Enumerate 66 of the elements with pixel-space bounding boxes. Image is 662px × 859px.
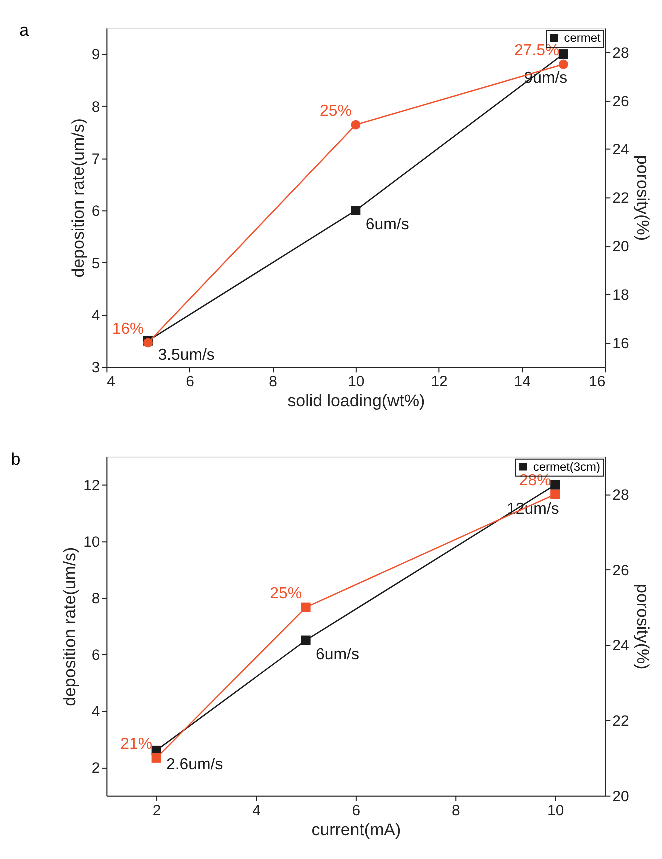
data-label: 27.5% xyxy=(514,42,560,60)
x-tick-label: 8 xyxy=(452,802,460,820)
x-axis-title: solid loading(wt%) xyxy=(288,392,426,411)
y2-tick-label: 20 xyxy=(612,788,630,806)
point xyxy=(550,480,560,490)
point xyxy=(558,50,568,59)
y-tick-label: 7 xyxy=(92,151,100,168)
y2-tick-label: 24 xyxy=(612,142,630,159)
y-tick-label: 8 xyxy=(92,98,100,116)
point xyxy=(351,206,361,216)
y-tick-label: 6 xyxy=(92,203,100,220)
y-tick-label: 4 xyxy=(92,704,100,721)
data-label: 25% xyxy=(320,103,352,120)
y2-tick-label: 26 xyxy=(612,562,630,580)
legend-label: cermet xyxy=(564,31,602,46)
y-tick-label: 12 xyxy=(84,478,100,495)
y2-axis-title: porosity(%) xyxy=(633,155,652,242)
x-tick-label: 6 xyxy=(186,374,194,391)
y-tick-label: 3 xyxy=(92,360,100,377)
y2-tick-label: 28 xyxy=(612,44,630,62)
y2-axis-title: porosity(%) xyxy=(633,584,652,670)
chart-title: b xyxy=(11,450,21,469)
x-tick-label: 10 xyxy=(348,374,365,391)
x-tick-label: 4 xyxy=(107,374,116,391)
x-tick-label: 6 xyxy=(352,802,361,820)
y-tick-label: 4 xyxy=(92,308,100,324)
legend-label: cermet(3cm) xyxy=(533,460,600,474)
x-tick-label: 16 xyxy=(589,374,606,391)
point xyxy=(558,60,568,70)
x-tick-label: 10 xyxy=(548,802,564,820)
y-axis-title: deposition rate(um/s) xyxy=(60,547,80,706)
chart-title: a xyxy=(20,21,30,40)
data-label: 25% xyxy=(270,586,302,603)
data-label: 6um/s xyxy=(366,216,410,234)
data-label: 6um/s xyxy=(316,646,360,664)
y-tick-label: 8 xyxy=(92,590,100,608)
point xyxy=(550,490,560,500)
y-tick-label: 9 xyxy=(92,46,100,64)
x-tick-label: 2 xyxy=(152,802,162,820)
y-axis-title: deposition rate(um/s) xyxy=(68,118,88,278)
y2-tick-label: 20 xyxy=(612,238,630,256)
point xyxy=(301,602,311,612)
x-tick-label: 12 xyxy=(431,374,448,391)
y2-tick-label: 22 xyxy=(612,713,630,730)
y2-tick-label: 22 xyxy=(612,190,630,208)
y2-tick-label: 18 xyxy=(612,287,630,304)
data-label: 3.5um/s xyxy=(158,347,215,364)
y2-tick-label: 28 xyxy=(612,487,630,504)
x-axis-title: current(mA) xyxy=(312,820,402,840)
point xyxy=(301,636,311,646)
y2-tick-label: 16 xyxy=(612,335,630,352)
y-tick-label: 5 xyxy=(92,255,100,272)
point xyxy=(351,120,361,130)
data-label: 16% xyxy=(112,320,144,338)
y2-tick-label: 26 xyxy=(612,93,630,110)
y-tick-label: 6 xyxy=(92,647,100,664)
y-tick-label: 2 xyxy=(92,760,100,778)
y-tick-label: 10 xyxy=(84,534,100,552)
point xyxy=(152,753,162,763)
data-label: 28% xyxy=(519,472,552,490)
x-tick-label: 4 xyxy=(252,802,261,820)
x-tick-label: 8 xyxy=(269,374,278,391)
data-label: 21% xyxy=(120,736,153,754)
data-label: 2.6um/s xyxy=(166,756,224,774)
x-tick-label: 14 xyxy=(514,374,531,391)
y2-tick-label: 24 xyxy=(612,638,630,655)
